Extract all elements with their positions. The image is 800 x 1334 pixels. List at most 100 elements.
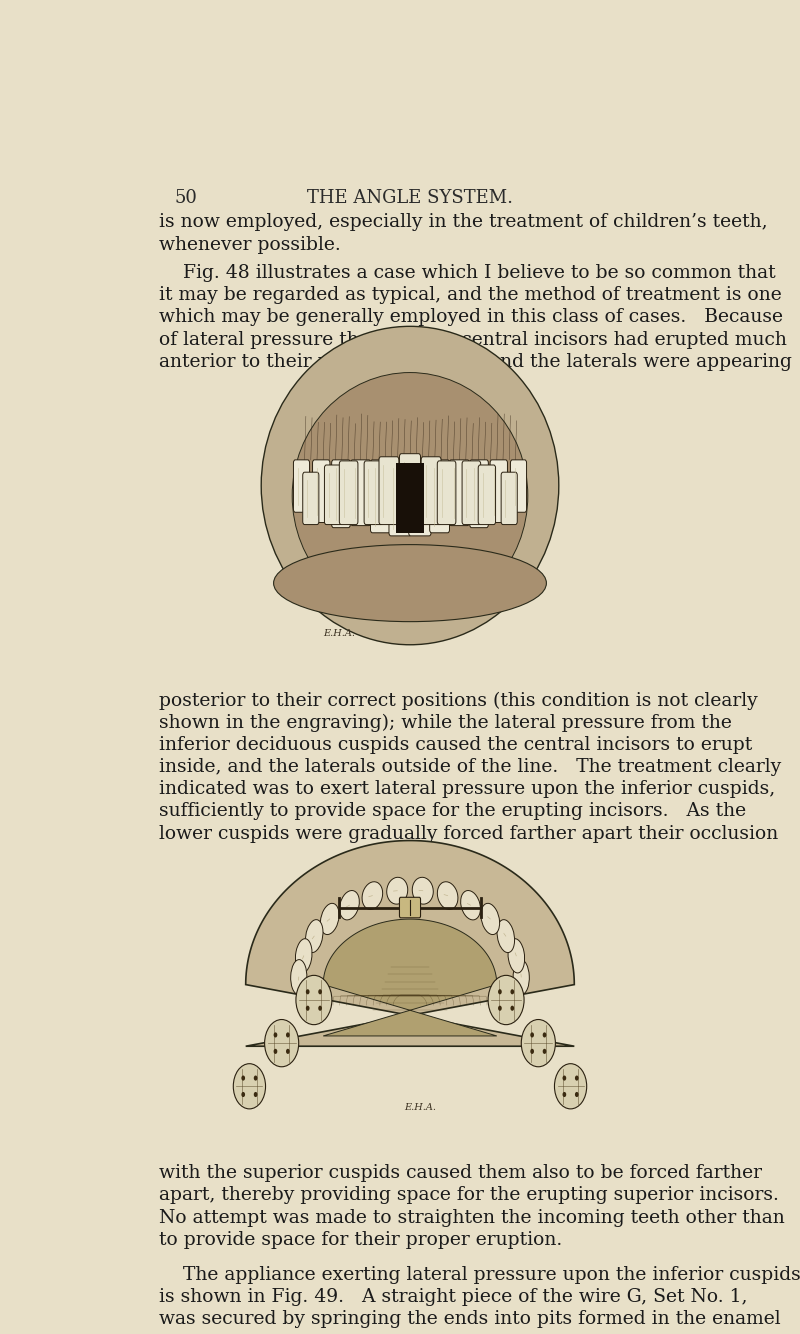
- Ellipse shape: [542, 1033, 546, 1038]
- Ellipse shape: [320, 903, 339, 935]
- Ellipse shape: [318, 990, 322, 994]
- FancyBboxPatch shape: [409, 460, 431, 536]
- FancyBboxPatch shape: [364, 460, 382, 524]
- Text: E.H.A.: E.H.A.: [404, 1103, 436, 1111]
- Text: is now employed, especially in the treatment of children’s teeth,: is now employed, especially in the treat…: [159, 213, 767, 232]
- Ellipse shape: [306, 990, 310, 994]
- Ellipse shape: [295, 939, 312, 972]
- Ellipse shape: [262, 327, 558, 644]
- FancyBboxPatch shape: [462, 460, 481, 524]
- Ellipse shape: [530, 1049, 534, 1054]
- Ellipse shape: [242, 1093, 245, 1097]
- Ellipse shape: [562, 1075, 566, 1081]
- Ellipse shape: [274, 1033, 278, 1038]
- Ellipse shape: [530, 1033, 534, 1038]
- Text: is shown in Fig. 49.   A straight piece of the wire G, Set No. 1,: is shown in Fig. 49. A straight piece of…: [159, 1289, 747, 1306]
- Ellipse shape: [498, 990, 502, 994]
- Ellipse shape: [306, 1006, 310, 1011]
- Text: 50: 50: [174, 189, 198, 207]
- Ellipse shape: [306, 919, 323, 952]
- Ellipse shape: [513, 959, 530, 994]
- Text: it may be regarded as typical, and the method of treatment is one: it may be regarded as typical, and the m…: [159, 287, 782, 304]
- Text: Fig. 48 illustrates a case which I believe to be so common that: Fig. 48 illustrates a case which I belie…: [159, 264, 775, 283]
- FancyBboxPatch shape: [399, 898, 421, 918]
- FancyBboxPatch shape: [510, 460, 526, 512]
- Text: to provide space for their proper eruption.: to provide space for their proper erupti…: [159, 1230, 562, 1249]
- FancyBboxPatch shape: [389, 460, 411, 536]
- Ellipse shape: [254, 1093, 258, 1097]
- Bar: [396, 463, 424, 532]
- Ellipse shape: [575, 1093, 578, 1097]
- Ellipse shape: [438, 882, 458, 910]
- Ellipse shape: [562, 1093, 566, 1097]
- FancyBboxPatch shape: [339, 460, 358, 524]
- Ellipse shape: [522, 1019, 555, 1067]
- Ellipse shape: [274, 544, 546, 622]
- Ellipse shape: [274, 1049, 278, 1054]
- Ellipse shape: [234, 1063, 266, 1109]
- Ellipse shape: [339, 891, 359, 920]
- Text: of lateral pressure the superior central incisors had erupted much: of lateral pressure the superior central…: [159, 331, 786, 348]
- Text: E.H.A.: E.H.A.: [323, 630, 355, 639]
- Polygon shape: [323, 919, 497, 1037]
- Text: Fig. 49.: Fig. 49.: [378, 867, 442, 883]
- FancyBboxPatch shape: [325, 466, 342, 524]
- FancyBboxPatch shape: [438, 460, 456, 524]
- FancyBboxPatch shape: [430, 460, 450, 532]
- Text: No attempt was made to straighten the incoming teeth other than: No attempt was made to straighten the in…: [159, 1209, 785, 1226]
- Ellipse shape: [265, 1019, 298, 1067]
- Ellipse shape: [318, 1006, 322, 1011]
- Ellipse shape: [362, 882, 382, 910]
- Text: was secured by springing the ends into pits formed in the enamel: was secured by springing the ends into p…: [159, 1310, 781, 1329]
- Text: Fig. 48.: Fig. 48.: [378, 388, 442, 406]
- FancyBboxPatch shape: [313, 460, 330, 523]
- Text: with the superior cuspids caused them also to be forced farther: with the superior cuspids caused them al…: [159, 1165, 762, 1182]
- Text: apart, thereby providing space for the erupting superior incisors.: apart, thereby providing space for the e…: [159, 1186, 778, 1205]
- FancyBboxPatch shape: [470, 460, 488, 528]
- Ellipse shape: [292, 372, 528, 619]
- Ellipse shape: [461, 891, 481, 920]
- FancyBboxPatch shape: [490, 460, 507, 523]
- Ellipse shape: [498, 1006, 502, 1011]
- Ellipse shape: [242, 1075, 245, 1081]
- Ellipse shape: [508, 939, 525, 972]
- FancyBboxPatch shape: [478, 466, 495, 524]
- Text: indicated was to exert lateral pressure upon the inferior cuspids,: indicated was to exert lateral pressure …: [159, 780, 775, 798]
- FancyBboxPatch shape: [399, 454, 421, 524]
- Ellipse shape: [386, 878, 408, 904]
- Text: inferior deciduous cuspids caused the central incisors to erupt: inferior deciduous cuspids caused the ce…: [159, 736, 752, 754]
- Text: whenever possible.: whenever possible.: [159, 236, 341, 253]
- Text: inside, and the laterals outside of the line.   The treatment clearly: inside, and the laterals outside of the …: [159, 758, 781, 776]
- Text: The appliance exerting lateral pressure upon the inferior cuspids: The appliance exerting lateral pressure …: [159, 1266, 800, 1283]
- Polygon shape: [246, 840, 574, 1046]
- FancyBboxPatch shape: [332, 460, 350, 528]
- FancyBboxPatch shape: [421, 456, 441, 524]
- FancyBboxPatch shape: [294, 460, 310, 512]
- Ellipse shape: [497, 919, 514, 952]
- Ellipse shape: [542, 1049, 546, 1054]
- Text: THE ANGLE SYSTEM.: THE ANGLE SYSTEM.: [307, 189, 513, 207]
- Ellipse shape: [481, 903, 500, 935]
- Ellipse shape: [488, 975, 524, 1025]
- FancyBboxPatch shape: [450, 460, 470, 526]
- Ellipse shape: [554, 1063, 586, 1109]
- Ellipse shape: [575, 1075, 578, 1081]
- Text: which may be generally employed in this class of cases.   Because: which may be generally employed in this …: [159, 308, 783, 327]
- Text: sufficiently to provide space for the erupting incisors.   As the: sufficiently to provide space for the er…: [159, 803, 746, 820]
- FancyBboxPatch shape: [501, 472, 518, 524]
- Text: posterior to their correct positions (this condition is not clearly: posterior to their correct positions (th…: [159, 692, 758, 710]
- Ellipse shape: [510, 990, 514, 994]
- Text: shown in the engraving); while the lateral pressure from the: shown in the engraving); while the later…: [159, 714, 732, 732]
- Ellipse shape: [296, 975, 332, 1025]
- FancyBboxPatch shape: [350, 460, 370, 526]
- Ellipse shape: [290, 959, 307, 994]
- FancyBboxPatch shape: [379, 456, 399, 524]
- FancyBboxPatch shape: [302, 472, 319, 524]
- Ellipse shape: [412, 878, 434, 904]
- Ellipse shape: [286, 1033, 290, 1038]
- Text: lower cuspids were gradually forced farther apart their occlusion: lower cuspids were gradually forced fart…: [159, 824, 778, 843]
- Text: anterior to their natural positions, and the laterals were appearing: anterior to their natural positions, and…: [159, 352, 792, 371]
- Ellipse shape: [286, 1049, 290, 1054]
- Ellipse shape: [254, 1075, 258, 1081]
- FancyBboxPatch shape: [370, 460, 390, 532]
